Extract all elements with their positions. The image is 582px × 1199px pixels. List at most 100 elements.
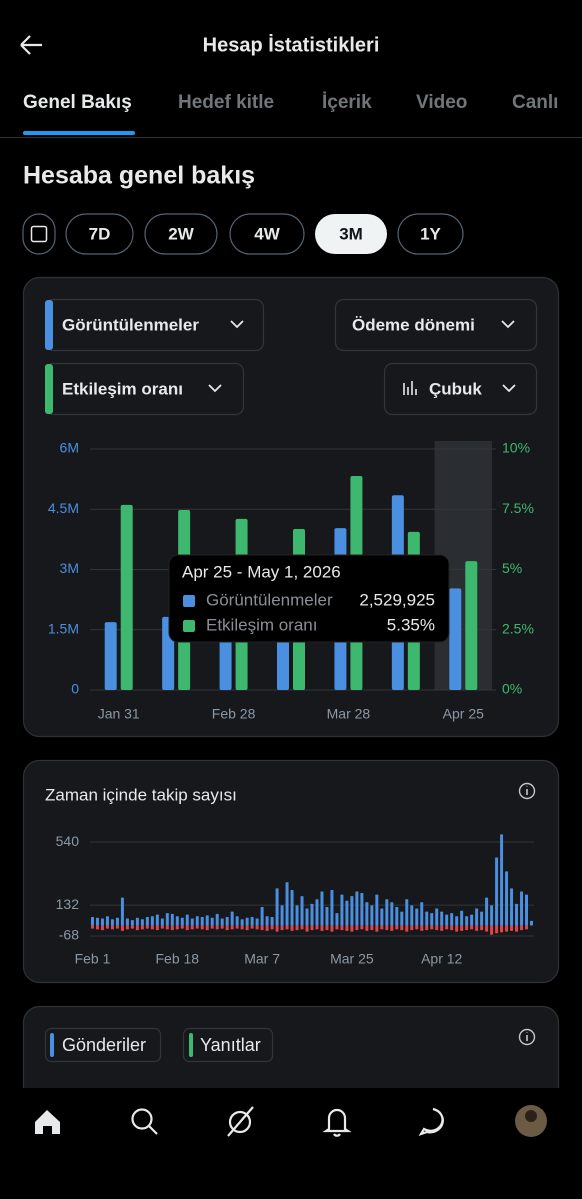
- period-button-active[interactable]: [315, 214, 387, 254]
- chip-label: Yanıtlar: [200, 1035, 261, 1055]
- bar: [385, 899, 389, 926]
- bar: [455, 925, 459, 932]
- bar: [245, 925, 249, 931]
- bar: [275, 888, 279, 926]
- y-tick-label: 132: [56, 896, 80, 912]
- bar: [350, 896, 354, 926]
- bar: [345, 900, 349, 926]
- bar: [240, 925, 244, 930]
- bar: [440, 925, 444, 931]
- x-tick-label: Feb 18: [156, 951, 200, 967]
- bar: [505, 925, 509, 932]
- x-tick-label: Jan 31: [98, 706, 140, 722]
- nav-grok[interactable]: [227, 1106, 254, 1137]
- period-button[interactable]: [144, 213, 218, 255]
- bar: [335, 913, 339, 926]
- bar: [355, 891, 359, 926]
- bar: [495, 925, 499, 934]
- bar: [520, 891, 524, 926]
- calendar-button[interactable]: [22, 213, 56, 255]
- tab[interactable]: İçerik: [322, 92, 372, 113]
- info-icon[interactable]: [518, 782, 536, 800]
- y-tick-label: 540: [56, 833, 80, 849]
- bar: [105, 925, 109, 929]
- bar: [390, 925, 394, 931]
- tooltip-swatch: [183, 620, 195, 632]
- bar: [170, 925, 174, 931]
- bar: [425, 925, 429, 931]
- nav-search[interactable]: [131, 1108, 158, 1135]
- chart-style-selector[interactable]: [383, 362, 538, 416]
- nav-messages[interactable]: [418, 1107, 444, 1136]
- tab[interactable]: Hedef kitle: [178, 92, 274, 113]
- bar: [210, 917, 214, 926]
- period-label: 7D: [89, 224, 111, 243]
- tooltip: Apr 25 - May 1, 2026 Görüntülenmeler 2,529…: [168, 554, 450, 643]
- bar: [250, 916, 254, 926]
- x-tick-label: Mar 28: [327, 706, 371, 722]
- tab-indicator: [23, 131, 135, 135]
- bar: [135, 917, 139, 926]
- period-button[interactable]: [229, 213, 305, 255]
- bar: [305, 925, 309, 932]
- bar: [360, 925, 364, 930]
- bar: [515, 925, 519, 932]
- plot: 540 132 -68 Feb 1 Feb 18 Mar 7 Mar 25 Apr 12: [56, 833, 534, 967]
- bar: [525, 925, 529, 930]
- bar: [335, 925, 339, 930]
- bar: [270, 925, 274, 930]
- avatar-detail: [525, 1110, 537, 1122]
- bar: [315, 899, 319, 926]
- chip-swatch: [189, 1033, 193, 1057]
- metric-swatch: [45, 300, 53, 350]
- period-label: 1Y: [420, 224, 441, 243]
- tab[interactable]: Video: [416, 92, 467, 113]
- bar: [505, 871, 509, 926]
- nav-notifications[interactable]: [322, 1108, 352, 1137]
- bar: [340, 894, 344, 926]
- bar: [340, 925, 344, 931]
- bar: [225, 916, 229, 926]
- period-label: 4W: [254, 224, 280, 243]
- bar: [370, 925, 374, 931]
- bar: [285, 882, 289, 926]
- y-tick-label: 6M: [60, 440, 79, 456]
- bar: [310, 903, 314, 926]
- bar: [385, 925, 389, 931]
- bar: [450, 913, 454, 926]
- period-button[interactable]: [65, 213, 134, 255]
- tab[interactable]: Canlı: [512, 92, 558, 113]
- bar: [275, 925, 279, 932]
- period-button[interactable]: [397, 213, 464, 255]
- bar: [300, 896, 304, 926]
- bar: [145, 916, 149, 926]
- bar: [330, 889, 334, 926]
- y2-tick-label: 5%: [502, 560, 522, 576]
- chip[interactable]: [44, 1027, 162, 1063]
- period-selector[interactable]: [334, 298, 538, 352]
- tab[interactable]: Genel Bakış: [23, 92, 132, 113]
- bar: [320, 925, 324, 931]
- bar: [370, 905, 374, 926]
- calendar-icon: [30, 225, 48, 243]
- bar: [450, 925, 454, 931]
- bar: [260, 906, 264, 926]
- bar: [280, 925, 284, 931]
- nav-home[interactable]: [35, 1110, 60, 1134]
- back-button[interactable]: [20, 35, 42, 55]
- bar: [100, 918, 104, 926]
- bar: [215, 925, 219, 930]
- bar: [449, 588, 462, 690]
- bar: [515, 903, 519, 926]
- info-icon[interactable]: [518, 1028, 536, 1046]
- bar: [325, 906, 329, 926]
- bar: [405, 925, 409, 932]
- period-label: 3M: [339, 224, 363, 243]
- tooltip-series-name: Görüntülenmeler: [206, 590, 333, 609]
- chip[interactable]: [182, 1027, 274, 1063]
- bar: [435, 908, 439, 926]
- bar: [365, 925, 369, 931]
- bar: [330, 925, 334, 932]
- bar: [350, 925, 354, 932]
